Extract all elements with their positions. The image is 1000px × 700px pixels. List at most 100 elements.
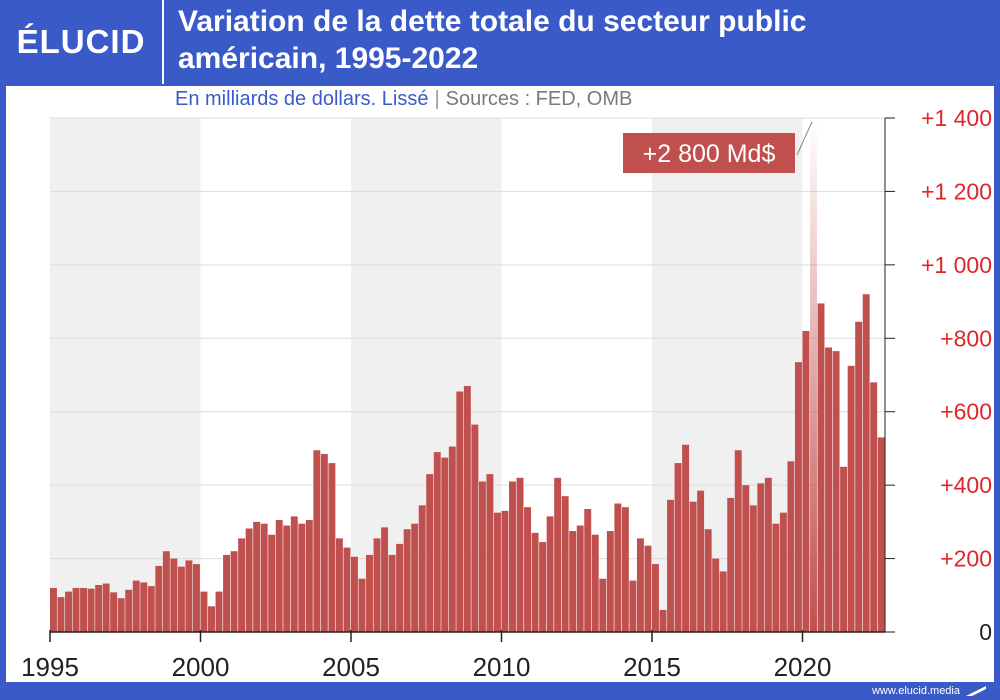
- bar: [381, 527, 389, 632]
- bar: [147, 586, 155, 632]
- bar: [689, 501, 697, 632]
- bar: [614, 503, 622, 632]
- bar: [516, 477, 524, 632]
- footer-url: www.elucid.media: [871, 685, 960, 697]
- y-tick-label: +200: [940, 546, 992, 572]
- bar: [591, 534, 599, 632]
- bar: [162, 551, 170, 632]
- bar: [72, 587, 80, 632]
- bar: [305, 520, 313, 632]
- bar: [215, 591, 223, 632]
- bar: [727, 497, 735, 632]
- bar: [704, 529, 712, 632]
- axes: [49, 117, 895, 642]
- bar: [794, 362, 802, 632]
- annotation-box: [623, 133, 795, 173]
- bar: [493, 512, 501, 632]
- x-tick-label: 2005: [322, 652, 380, 682]
- bar: [636, 538, 644, 632]
- bar: [810, 118, 817, 632]
- subtitle-sources: Sources : FED, OMB: [445, 88, 633, 110]
- bar: [644, 545, 652, 632]
- bar: [742, 485, 750, 632]
- bar: [132, 580, 140, 632]
- subtitle-separator: |: [434, 88, 440, 110]
- bar: [283, 525, 291, 632]
- bar: [343, 547, 351, 632]
- bar: [298, 523, 306, 632]
- bar: [245, 528, 253, 632]
- y-tick-label: +800: [940, 325, 992, 351]
- bar: [779, 512, 787, 632]
- x-tick-label: 2020: [774, 652, 832, 682]
- bar: [328, 463, 336, 632]
- bar: [223, 554, 231, 632]
- bar: [840, 466, 848, 632]
- bar: [396, 543, 404, 632]
- chart-title: Variation de la dette totale du secteur …: [178, 3, 978, 77]
- y-tick-label: +1 200: [921, 178, 992, 204]
- bar: [57, 597, 65, 632]
- bar: [621, 507, 629, 632]
- bar: [238, 538, 246, 632]
- bar: [125, 589, 133, 632]
- bar: [140, 582, 148, 632]
- bar: [192, 564, 200, 632]
- bar: [366, 554, 373, 632]
- bar: [253, 521, 261, 632]
- bar: [674, 463, 682, 632]
- bar: [832, 351, 840, 632]
- bar: [659, 609, 667, 632]
- bar: [697, 490, 705, 632]
- bar: [539, 542, 547, 632]
- bar: [584, 509, 592, 632]
- logo-area: ÉLUCID: [0, 0, 162, 84]
- bar: [855, 321, 863, 632]
- bar: [682, 444, 690, 632]
- bar: [411, 523, 419, 632]
- plot-band: [50, 118, 201, 632]
- bar: [388, 554, 396, 632]
- elucid-mark-icon: [966, 686, 986, 696]
- bar: [313, 450, 321, 632]
- bar: [802, 330, 810, 632]
- bar: [87, 588, 95, 632]
- bar: [757, 483, 765, 632]
- title-line-2: américain, 1995-2022: [178, 42, 479, 75]
- x-tick-label: 2010: [473, 652, 531, 682]
- bar: [335, 538, 343, 632]
- bar: [50, 587, 57, 632]
- y-tick-labels: 0 +200 +400 +600 +800 +1 000 +1 200 +1 400: [921, 105, 992, 645]
- bar: [531, 532, 539, 632]
- bar: [275, 520, 283, 632]
- bar: [230, 551, 238, 632]
- bar: [351, 556, 358, 632]
- bar: [501, 510, 509, 632]
- bar: [667, 499, 674, 632]
- x-tick-label: 2015: [623, 652, 681, 682]
- bar: [463, 386, 471, 632]
- bar: [764, 477, 772, 632]
- bar: [358, 578, 366, 632]
- peak-annotation: +2 800 Md$: [623, 121, 813, 173]
- chart-subtitle: En milliards de dollars. Lissé | Sources :…: [175, 88, 632, 111]
- header-divider: [162, 0, 164, 84]
- bar: [448, 446, 456, 632]
- bar: [509, 481, 516, 632]
- bar: [117, 598, 125, 632]
- subtitle-units: En milliards de dollars. Lissé: [175, 88, 429, 110]
- annotation-label: +2 800 Md$: [643, 140, 776, 168]
- y-tick-label: +600: [940, 399, 992, 425]
- bar: [606, 531, 614, 632]
- annotation-leader: [796, 121, 813, 156]
- bar: [576, 525, 584, 632]
- bar: [847, 365, 855, 632]
- bar: [418, 505, 426, 632]
- y-tick-label: +1 000: [921, 252, 992, 278]
- bar: [200, 591, 208, 632]
- bar: [719, 571, 727, 632]
- bar: [569, 531, 577, 632]
- bar: [268, 534, 276, 632]
- bar: [95, 585, 103, 632]
- bar: [403, 529, 411, 632]
